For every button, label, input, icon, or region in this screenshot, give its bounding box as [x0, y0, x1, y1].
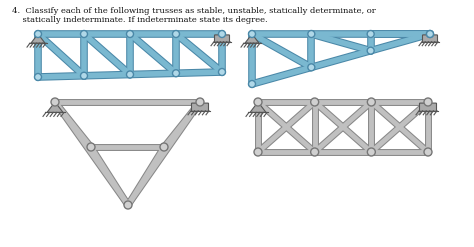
FancyBboxPatch shape — [419, 103, 437, 111]
Circle shape — [308, 30, 315, 38]
Circle shape — [254, 148, 262, 156]
Circle shape — [424, 148, 432, 156]
Circle shape — [310, 148, 319, 156]
Circle shape — [51, 98, 59, 106]
Circle shape — [219, 30, 226, 38]
Polygon shape — [31, 34, 45, 43]
Circle shape — [427, 30, 434, 38]
Circle shape — [81, 30, 88, 38]
Circle shape — [308, 64, 315, 71]
Circle shape — [367, 30, 374, 38]
Polygon shape — [245, 34, 259, 43]
Circle shape — [87, 143, 95, 151]
Text: statically indeterminate. If indeterminate state its degree.: statically indeterminate. If indetermina… — [12, 16, 268, 24]
Circle shape — [35, 74, 42, 81]
Circle shape — [81, 72, 88, 79]
Circle shape — [127, 30, 134, 38]
Circle shape — [35, 30, 42, 38]
Polygon shape — [47, 102, 63, 112]
Circle shape — [248, 81, 255, 87]
Circle shape — [367, 98, 375, 106]
FancyBboxPatch shape — [215, 35, 229, 42]
Circle shape — [254, 98, 262, 106]
Circle shape — [173, 70, 180, 77]
FancyBboxPatch shape — [191, 103, 209, 111]
Circle shape — [367, 148, 375, 156]
Circle shape — [248, 30, 255, 38]
Circle shape — [367, 47, 374, 54]
Circle shape — [127, 71, 134, 78]
Circle shape — [310, 98, 319, 106]
Circle shape — [160, 143, 168, 151]
Circle shape — [219, 68, 226, 76]
Text: 4.  Classify each of the following trusses as stable, unstable, statically deter: 4. Classify each of the following trusse… — [12, 7, 376, 15]
Circle shape — [427, 30, 434, 38]
Circle shape — [196, 98, 204, 106]
Circle shape — [173, 30, 180, 38]
Circle shape — [124, 201, 132, 209]
FancyBboxPatch shape — [422, 35, 438, 42]
Circle shape — [424, 98, 432, 106]
Polygon shape — [250, 102, 266, 112]
